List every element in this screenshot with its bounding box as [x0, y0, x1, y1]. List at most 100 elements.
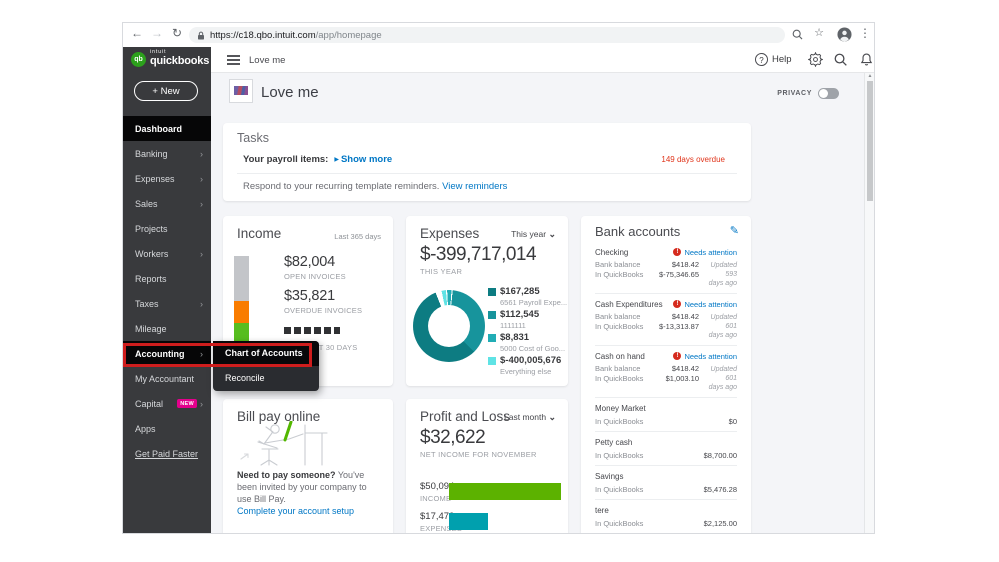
- legend-value: $-400,005,676: [500, 355, 567, 366]
- privacy-toggle[interactable]: [818, 88, 839, 99]
- sidebar-item-label: Expenses: [135, 174, 200, 184]
- sidebar-item-projects[interactable]: Projects: [123, 216, 211, 241]
- sidebar-item-mileage[interactable]: Mileage: [123, 316, 211, 341]
- chevron-right-icon: ›: [200, 149, 203, 159]
- needs-attention[interactable]: !Needs attention: [673, 248, 737, 257]
- bank-balance-label: In QuickBooks: [595, 519, 643, 528]
- sidebar-item-reports[interactable]: Reports: [123, 266, 211, 291]
- needs-attention[interactable]: !Needs attention: [673, 352, 737, 361]
- bank-detail-label: In QuickBooks: [595, 322, 647, 332]
- sidebar-item-taxes[interactable]: Taxes›: [123, 291, 211, 316]
- sidebar-item-sales[interactable]: Sales›: [123, 191, 211, 216]
- new-button-label: New: [161, 86, 180, 97]
- bookmark-star-icon[interactable]: ☆: [811, 26, 827, 39]
- new-badge: NEW: [177, 399, 197, 408]
- task-link-show-more[interactable]: Show more: [341, 154, 392, 165]
- browser-search-icon[interactable]: [791, 28, 804, 41]
- bank-detail-value: $418.42: [647, 364, 699, 374]
- bank-account-tere: tereIn QuickBooks$2,125.00: [595, 500, 737, 534]
- bank-account-name-row: Checking!Needs attention: [595, 246, 737, 258]
- quickbooks-logo[interactable]: qb intuit quickbooks: [123, 47, 211, 73]
- bank-updated-line: days ago: [699, 279, 737, 288]
- bank-account-name: Savings: [595, 472, 623, 481]
- bank-balance-value: $2,125.00: [704, 519, 737, 528]
- bank-detail-labels: Bank balanceIn QuickBooks: [595, 312, 647, 340]
- bank-account-details: Bank balanceIn QuickBooks$418.42$-13,313…: [595, 312, 737, 340]
- sidebar-item-accounting[interactable]: Accounting›: [123, 341, 211, 366]
- question-icon: ?: [755, 53, 768, 66]
- sidebar-item-capital[interactable]: CapitalNEW›: [123, 391, 211, 416]
- sidebar-item-my-accountant[interactable]: My Accountant: [123, 366, 211, 391]
- tasks-title: Tasks: [237, 131, 269, 145]
- browser-profile-avatar[interactable]: [837, 27, 852, 42]
- search-icon[interactable]: [833, 52, 849, 68]
- settings-gear-icon[interactable]: [808, 52, 824, 68]
- new-button[interactable]: + New: [134, 81, 198, 101]
- needs-attention[interactable]: !Needs attention: [673, 300, 737, 309]
- page-title-company: Love me: [261, 84, 319, 101]
- sidebar-item-apps[interactable]: Apps: [123, 416, 211, 441]
- profit-loss-period-dropdown[interactable]: Last month ⌄: [504, 412, 556, 423]
- task-row-reminders: Respond to your recurring template remin…: [243, 181, 507, 192]
- bank-balance-label: In QuickBooks: [595, 417, 643, 426]
- sidebar-item-label: My Accountant: [135, 374, 203, 384]
- toggle-knob: [819, 89, 828, 98]
- legend-value: $167,285: [500, 286, 567, 297]
- edit-pencil-icon[interactable]: ✎: [730, 224, 739, 237]
- income-bar-segment-overdue-invoices: [234, 301, 249, 323]
- topbar-company-name[interactable]: Love me: [249, 55, 285, 66]
- sidebar-item-label: Get Paid Faster: [135, 449, 203, 459]
- expenses-legend: $167,2856561 Payroll Expe...$112,5451111…: [488, 286, 567, 378]
- notifications-bell-icon[interactable]: [859, 52, 875, 68]
- sidebar-item-get-paid-faster[interactable]: Get Paid Faster: [123, 441, 211, 466]
- scroll-up-icon[interactable]: ▲: [866, 73, 874, 79]
- sidebar-item-expenses[interactable]: Expenses›: [123, 166, 211, 191]
- sidebar-menu: DashboardBanking›Expenses›Sales›Projects…: [123, 116, 211, 466]
- sidebar-item-banking[interactable]: Banking›: [123, 141, 211, 166]
- bank-account-name: Cash on hand: [595, 352, 645, 361]
- quickbooks-wordmark: quickbooks: [150, 56, 209, 67]
- legend-value: $112,545: [500, 309, 567, 320]
- browser-reload-icon[interactable]: ↻: [169, 26, 185, 40]
- bank-accounts-title: Bank accounts: [595, 224, 680, 239]
- pnl-bar-expenses: [449, 513, 488, 530]
- scrollbar-thumb[interactable]: [867, 81, 873, 201]
- divider: [237, 173, 737, 174]
- sidebar-item-workers[interactable]: Workers›: [123, 241, 211, 266]
- page-scrollbar[interactable]: ▲: [864, 73, 874, 533]
- bank-detail-label: In QuickBooks: [595, 374, 647, 384]
- profit-loss-title: Profit and Loss: [420, 409, 510, 424]
- help-button[interactable]: ? Help: [755, 53, 792, 66]
- legend-item-5000-cost-of-goo: $8,8315000 Cost of Goo...: [488, 332, 567, 355]
- legend-label: 5000 Cost of Goo...: [500, 344, 567, 353]
- browser-toolbar: ← → ↻ https://c18.qbo.intuit.com/app/hom…: [123, 23, 874, 48]
- sidebar-item-label: Sales: [135, 199, 200, 209]
- sidebar-item-label: Taxes: [135, 299, 200, 309]
- chevron-right-icon: ›: [200, 249, 203, 259]
- hamburger-menu-icon[interactable]: [227, 55, 240, 65]
- bank-balance-row: In QuickBooks$0: [595, 417, 737, 426]
- bill-pay-setup-link[interactable]: Complete your account setup: [237, 506, 354, 516]
- address-bar[interactable]: https://c18.qbo.intuit.com/app/homepage: [189, 27, 785, 43]
- bank-account-cash-expenditures: Cash Expenditures!Needs attentionBank ba…: [595, 294, 737, 346]
- bank-account-list: Checking!Needs attention Bank balanceIn Q…: [595, 242, 737, 534]
- bank-account-name: Money Market: [595, 404, 646, 413]
- browser-menu-icon[interactable]: ⋮: [857, 26, 873, 40]
- tasks-card: Tasks Your payroll items:▶Show more 149 …: [223, 123, 751, 201]
- task-link-view-reminders[interactable]: View reminders: [442, 181, 507, 192]
- submenu-item-reconcile[interactable]: Reconcile: [213, 366, 319, 391]
- income-item-label: OPEN INVOICES: [284, 272, 346, 281]
- expenses-period-dropdown[interactable]: This year ⌄: [511, 229, 556, 240]
- income-item-open-invoices: $82,004OPEN INVOICES: [284, 254, 346, 281]
- sidebar-item-label: Accounting: [135, 349, 200, 359]
- browser-forward-icon[interactable]: →: [149, 26, 165, 40]
- sidebar-item-label: Mileage: [135, 324, 203, 334]
- browser-back-icon[interactable]: ←: [129, 26, 145, 40]
- bank-account-checking: Checking!Needs attentionBank balanceIn Q…: [595, 242, 737, 294]
- needs-attention-label: Needs attention: [684, 300, 737, 309]
- submenu-item-chart-of-accounts[interactable]: Chart of Accounts: [213, 341, 319, 366]
- chevron-right-icon: ›: [200, 349, 203, 359]
- needs-attention-label: Needs attention: [684, 352, 737, 361]
- sidebar-item-dashboard[interactable]: Dashboard: [123, 116, 211, 141]
- sidebar-item-label: Banking: [135, 149, 200, 159]
